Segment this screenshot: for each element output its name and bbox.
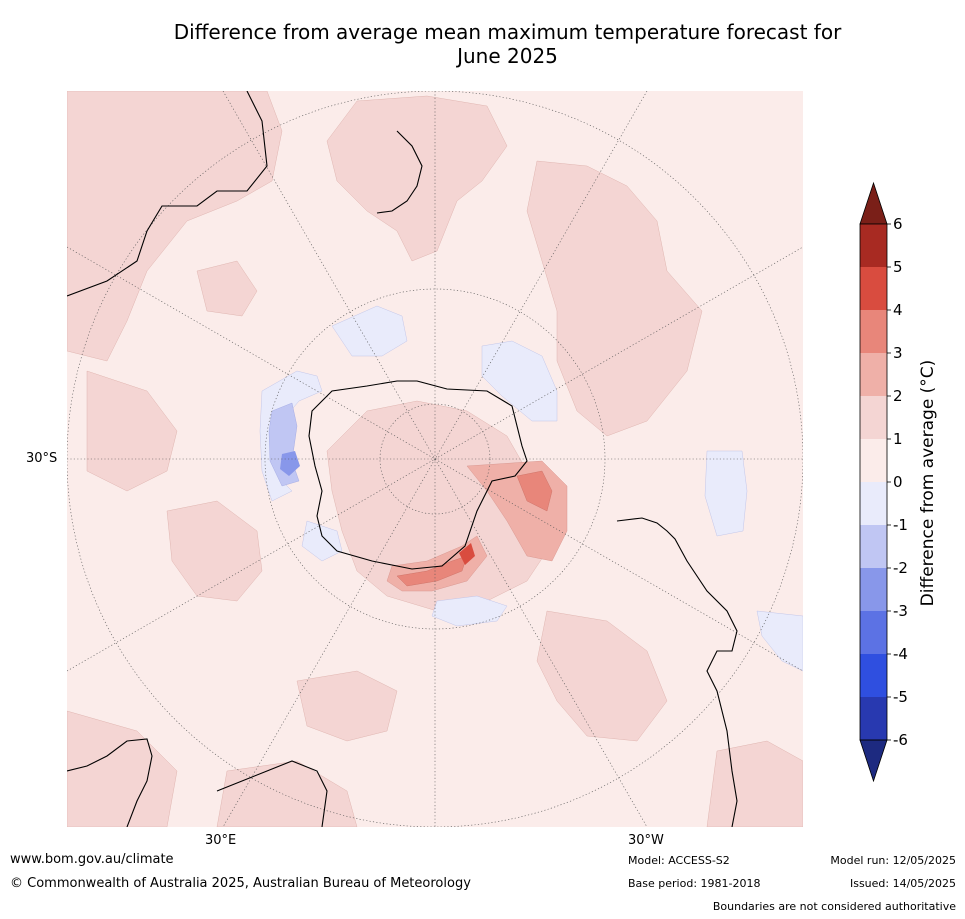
colorbar-tick-label: 5 (893, 258, 903, 276)
colorbar-tick-label: 6 (893, 215, 903, 233)
colorbar-tick-label: -1 (893, 516, 908, 534)
south-africa-coastline (67, 738, 153, 827)
colorbar-segment (860, 439, 887, 482)
colorbar-over-triangle (859, 181, 888, 225)
colorbar-segment (860, 267, 887, 310)
colorbar-segment (860, 697, 887, 740)
boundaries-note: Boundaries are not considered authoritat… (712, 900, 956, 913)
new-zealand-coastline (376, 130, 423, 214)
colorbar-segment (860, 224, 887, 267)
anomaly-1-to-2-regions (67, 91, 803, 827)
colorbar-tick-label: -5 (893, 688, 908, 706)
colorbar-tick-label: -4 (893, 645, 908, 663)
colorbar-segment (860, 611, 887, 654)
colorbar-under-triangle (859, 739, 888, 782)
colorbar-tick-label: 1 (893, 430, 903, 448)
copyright-text: © Commonwealth of Australia 2025, Austra… (10, 876, 471, 891)
south-america-coastline (616, 517, 738, 827)
australia-coastline (67, 91, 268, 297)
colorbar-tick-label: -6 (893, 731, 908, 749)
website-url: www.bom.gov.au/climate (10, 852, 174, 867)
colorbar-segment (860, 396, 887, 439)
colorbar-segment (860, 310, 887, 353)
colorbar: 6 5 4 3 2 1 0 -1 -2 -3 -4 -5 -6 (859, 181, 908, 782)
latitude-label-30s: 30°S (26, 451, 58, 466)
colorbar-tick-label: 0 (893, 473, 903, 491)
colorbar-segment (860, 353, 887, 396)
map-title: Difference from average mean maximum tem… (140, 20, 875, 68)
issued-date: Issued: 14/05/2025 (849, 877, 956, 890)
anomaly-3-to-4-regions (396, 470, 553, 587)
longitude-label-30w: 30°W (628, 833, 664, 848)
title-line-2: June 2025 (457, 44, 558, 68)
colorbar-title: Difference from average (°C) (918, 359, 938, 607)
colorbar-tick-label: 3 (893, 344, 903, 362)
colorbar-segment (860, 654, 887, 697)
colorbar-tick-label: 4 (893, 301, 903, 319)
antarctica-coastline (308, 380, 528, 570)
base-period: Base period: 1981-2018 (628, 877, 761, 890)
colorbar-tick-label: -2 (893, 559, 908, 577)
map-panel (67, 91, 803, 827)
madagascar-coastline (216, 760, 328, 827)
model-run-date: Model run: 12/05/2025 (830, 854, 956, 867)
longitude-label-30e: 30°E (205, 833, 237, 848)
colorbar-tick-label: -3 (893, 602, 908, 620)
coastlines (67, 91, 738, 827)
colorbar-segment (860, 482, 887, 525)
graticule (67, 91, 803, 827)
anomaly-minus-3-to-minus-2-regions (280, 451, 300, 476)
model-name: Model: ACCESS-S2 (628, 854, 730, 867)
colorbar-segment (860, 568, 887, 611)
anomaly-4-to-5-regions (459, 543, 475, 565)
colorbar-tick-label: 2 (893, 387, 903, 405)
colorbar-segment (860, 525, 887, 568)
title-line-1: Difference from average mean maximum tem… (173, 20, 842, 44)
